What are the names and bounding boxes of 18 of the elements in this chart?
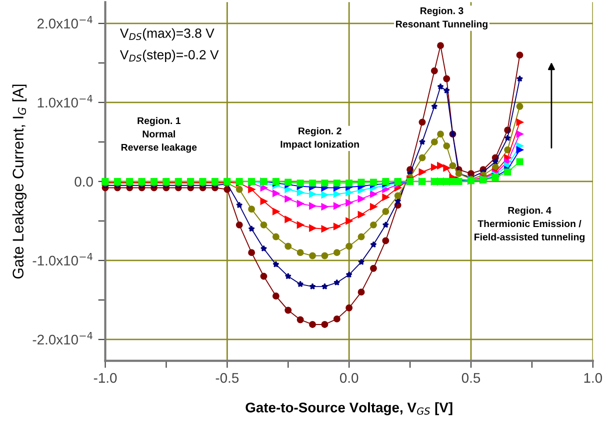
x-axis-title: Gate-to-Source Voltage, V$_{GS}$ [V]: [246, 402, 452, 416]
annotation: Region. 4 Thermionic Emission / Field-assisted tunneling: [474, 206, 584, 242]
annotation: V$_{DS}$(step)=-0.2 V: [120, 50, 219, 62]
y-tick-label: 2.0x10$^{−4}$: [37, 16, 92, 29]
y-axis-title: Gate Leakage Current, I$_{G}$ [A]: [12, 84, 27, 279]
x-tick-label: 0.0: [340, 372, 358, 383]
y-tick-label: -1.0x10$^{−4}$: [32, 253, 92, 266]
annotation: Region. 1 Normal Reverse leakage: [121, 116, 197, 153]
x-tick-label: -0.5: [216, 372, 239, 383]
annotation: V$_{DS}$(max)=3.8 V: [120, 28, 214, 40]
y-tick-label: 1.0x10$^{−4}$: [38, 94, 92, 108]
annotation: Region. 2 Impact Ionization: [280, 127, 359, 150]
x-tick-label: 1.0: [584, 372, 602, 383]
annotation: Region. 3 Resonant Tunneling: [396, 7, 488, 30]
y-tick-label: 0.0: [74, 176, 93, 187]
x-tick-label: -1.0: [94, 372, 117, 383]
y-tick-label: -2.0x10$^{−4}$: [32, 332, 92, 345]
x-tick-label: 0.5: [462, 372, 480, 383]
